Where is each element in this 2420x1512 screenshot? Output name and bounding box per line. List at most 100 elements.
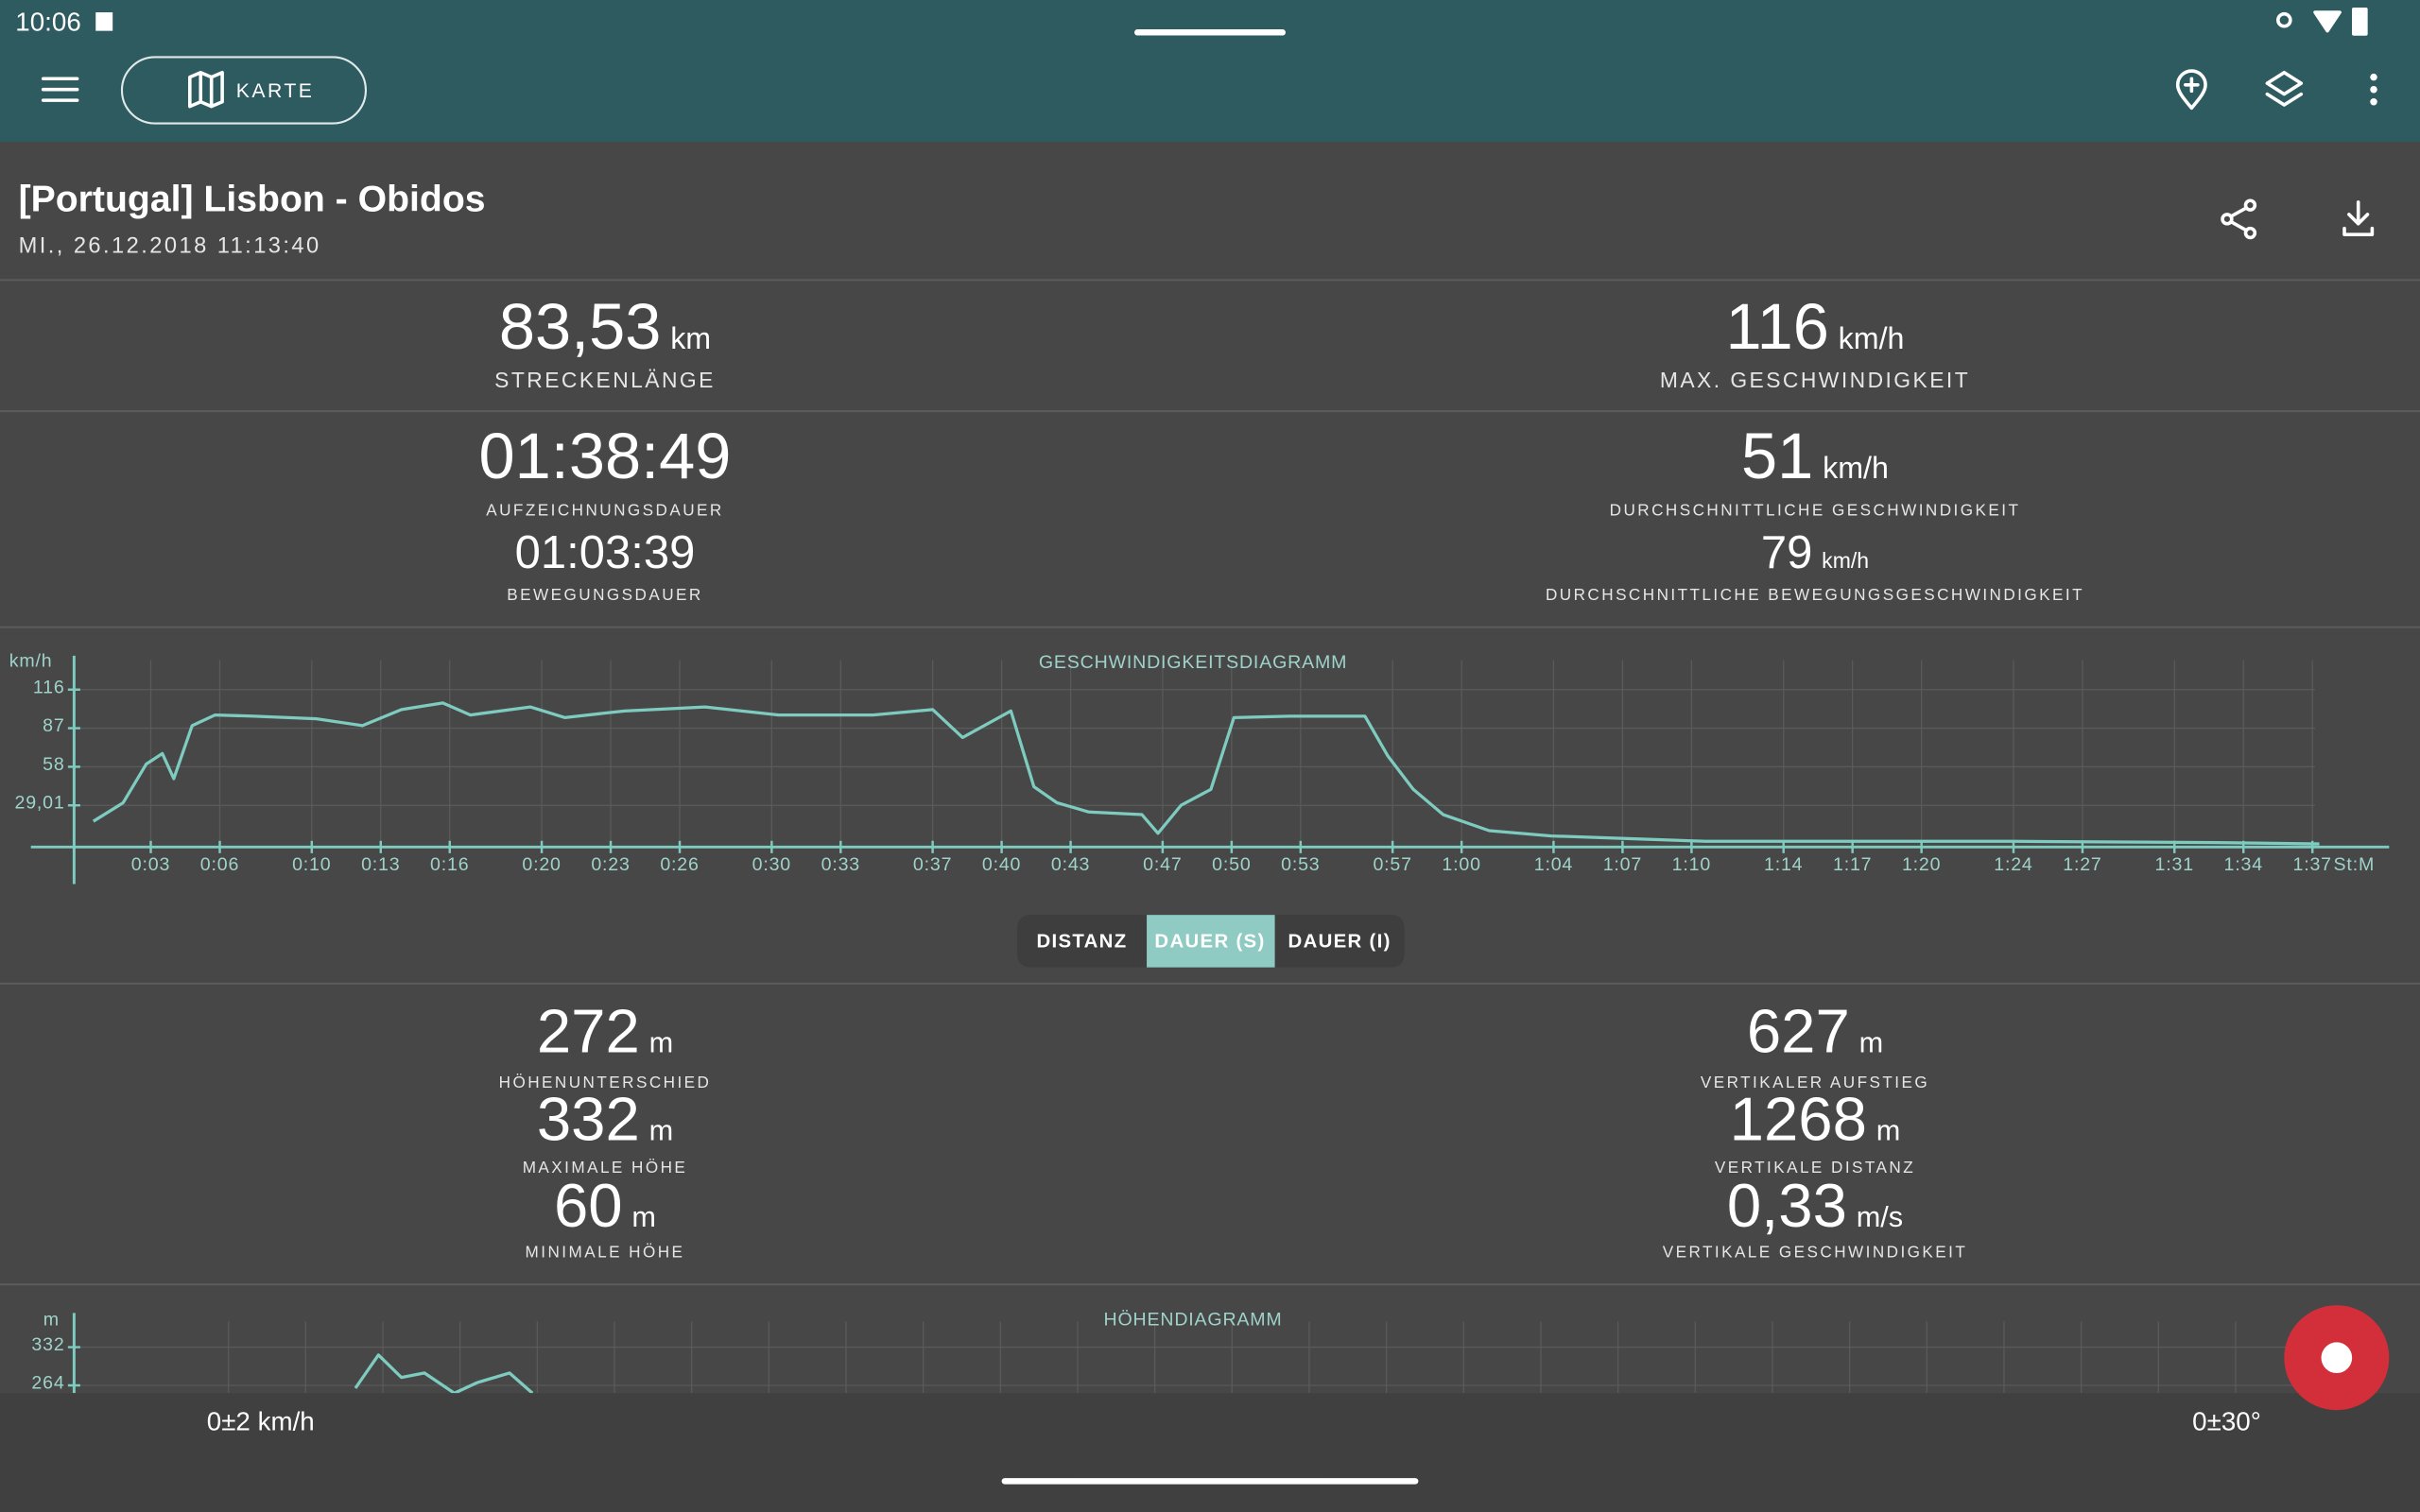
x-tick-label: 1:17 <box>1833 854 1872 875</box>
x-tick-label: 1:04 <box>1534 854 1573 875</box>
unit: m <box>649 1025 674 1058</box>
unit: km/h <box>1823 451 1889 485</box>
y-tick-label: 116 <box>33 677 65 697</box>
share-button[interactable] <box>2221 198 2257 240</box>
x-tick-label: 0:23 <box>591 854 630 875</box>
handle <box>1134 29 1286 36</box>
value: 01:03:39 <box>515 527 696 578</box>
unit: m/s <box>1857 1200 1903 1233</box>
more-button[interactable] <box>2370 73 2377 106</box>
x-tick-label: 1:27 <box>2063 854 2101 875</box>
layers-button[interactable] <box>2265 70 2304 107</box>
chart: 264 332 <box>31 1313 2315 1394</box>
y-tick-label: 264 <box>31 1373 64 1394</box>
x-tick-label: 0:50 <box>1212 854 1251 875</box>
y-unit: m <box>43 1309 60 1330</box>
x-tick-label: 1:31 <box>2155 854 2194 875</box>
stat-label: DURCHSCHNITTLICHE BEWEGUNGSGESCHWINDIGKE… <box>1546 585 2084 604</box>
y-unit: km/h <box>9 650 53 671</box>
x-tick-label: 0:20 <box>522 854 561 875</box>
value: 83,53 <box>499 290 662 363</box>
stat-value: 01:38:49 <box>479 420 732 492</box>
add-marker-button[interactable] <box>2175 69 2207 111</box>
x-tick-label: 1:00 <box>1442 854 1480 875</box>
menu-button[interactable] <box>41 77 79 102</box>
unit: km/h <box>1822 548 1869 573</box>
stat-value: 272 m <box>537 996 673 1065</box>
nav-handle <box>1001 1478 1419 1485</box>
x-tick-label: 1:14 <box>1764 854 1803 875</box>
y-tick-label: 58 <box>43 754 64 775</box>
charts: 0:03 0:06 0:10 0:13 0:16 0:20 0:23 0:26 0:30 0:33… <box>9 650 2390 1394</box>
status-time: 10:06 <box>15 8 80 37</box>
value: 627 <box>1747 996 1850 1065</box>
stat-label: VERTIKALE GESCHWINDIGKEIT <box>1663 1243 1968 1262</box>
stat-value: 627 m <box>1747 996 1883 1065</box>
x-tick-label: 0:57 <box>1373 854 1411 875</box>
segment-button[interactable]: DISTANZ <box>1036 931 1127 952</box>
data-line <box>92 701 2320 846</box>
x-tick-label: 1:37 <box>2293 854 2332 875</box>
y-tick-label: 87 <box>43 715 64 736</box>
download-button[interactable] <box>2342 200 2375 236</box>
status-icons <box>2276 8 2368 36</box>
x-tick-label: 1:07 <box>1603 854 1642 875</box>
stats: 83,53 km STRECKENLÄNGE 116 km/h MAX. GESCHWIN… <box>479 290 2084 1262</box>
stat-label: AUFZEICHNUNGSDAUER <box>486 500 724 519</box>
value: 01:38:49 <box>479 420 732 492</box>
value: 51 <box>1741 420 1813 492</box>
value: 332 <box>537 1085 640 1154</box>
x-tick-label: 0:26 <box>660 854 699 875</box>
map-button[interactable] <box>120 56 367 125</box>
x-tick-label: 0:47 <box>1143 854 1182 875</box>
value: 60 <box>554 1171 623 1240</box>
dividers <box>0 279 2420 1286</box>
speed-accuracy: 0±2 km/h <box>207 1406 315 1435</box>
stat-value: 01:03:39 <box>515 527 696 578</box>
segment-button[interactable]: DAUER (S) <box>1154 931 1265 952</box>
track-date: MI., 26.12.2018 11:13:40 <box>19 234 321 259</box>
x-tick-label: 1:34 <box>2224 854 2263 875</box>
x-tick-label: 0:10 <box>292 854 331 875</box>
status-icon <box>95 12 113 31</box>
unit: m <box>649 1114 674 1147</box>
stat-label: MAX. GESCHWINDIGKEIT <box>1660 368 1970 392</box>
stat-value: 79 km/h <box>1761 527 1869 578</box>
x-unit: St:M <box>2334 854 2376 875</box>
unit: m <box>631 1200 656 1233</box>
stat-label: MAXIMALE HÖHE <box>523 1158 688 1177</box>
y-tick-label: 29,01 <box>14 793 64 814</box>
unit: km/h <box>1839 321 1905 355</box>
map-icon <box>188 70 224 109</box>
segment-selected <box>1147 915 1275 968</box>
value: 1268 <box>1730 1085 1867 1154</box>
value: 79 <box>1761 527 1812 578</box>
x-tick-label: 0:16 <box>430 854 469 875</box>
x-tick-label: 0:37 <box>913 854 952 875</box>
x-tick-label: 1:10 <box>1672 854 1711 875</box>
stat-label: HÖHENUNTERSCHIED <box>499 1073 712 1091</box>
stat-label: MINIMALE HÖHE <box>526 1243 685 1262</box>
value: 0,33 <box>1727 1171 1847 1240</box>
x-tick-label: 0:33 <box>821 854 860 875</box>
x-tick-label: 0:40 <box>982 854 1021 875</box>
unit: km <box>670 321 711 355</box>
app-bar <box>0 0 2420 143</box>
x-tick-label: 0:53 <box>1281 854 1320 875</box>
chart-title: HÖHENDIAGRAMM <box>1104 1309 1283 1330</box>
x-tick-label: 0:30 <box>752 854 791 875</box>
stat-label: BEWEGUNGSDAUER <box>507 585 702 604</box>
x-tick-label: 0:43 <box>1051 854 1090 875</box>
stat-value: 332 m <box>537 1085 673 1154</box>
stat-value: 1268 m <box>1730 1085 1901 1154</box>
chart-title: GESCHWINDIGKEITSDIAGRAMM <box>1039 652 1347 673</box>
value: 116 <box>1726 290 1829 363</box>
record-icon <box>2321 1342 2353 1374</box>
segment-button[interactable]: DAUER (I) <box>1288 931 1392 952</box>
stat-value: 0,33 m/s <box>1727 1171 1903 1240</box>
angle-accuracy: 0±30° <box>2192 1406 2261 1435</box>
unit: m <box>1876 1114 1901 1147</box>
x-tick-label: 0:13 <box>361 854 400 875</box>
unit: m <box>1859 1025 1884 1058</box>
